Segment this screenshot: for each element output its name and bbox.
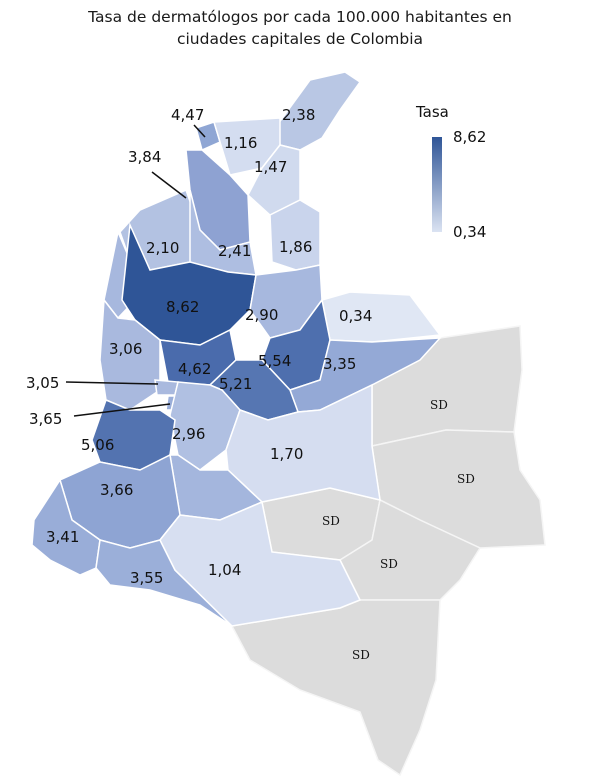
value-label: 2,90 [245, 306, 278, 324]
value-label: 3,05 [26, 374, 59, 392]
legend-min-value: 0,34 [453, 223, 487, 241]
value-label: 5,21 [219, 375, 252, 393]
leader-line-risaralda [65, 381, 159, 385]
no-data-label: SD [322, 514, 340, 528]
value-label: 5,54 [258, 352, 291, 370]
region-antioquia[interactable] [121, 222, 257, 346]
value-label: 3,66 [100, 481, 133, 499]
value-label: 1,70 [270, 445, 303, 463]
value-label: 8,62 [166, 298, 199, 316]
legend-color-bar [432, 137, 442, 232]
legend-title: Tasa [416, 103, 449, 121]
title-line-2: ciudades capitales de Colombia [176, 30, 424, 48]
title-line-1: Tasa de dermatólogos por cada 100.000 ha… [88, 8, 512, 26]
leader-line-bolivar [151, 171, 187, 199]
value-label: 3,06 [109, 340, 142, 358]
value-label: 5,06 [81, 436, 114, 454]
value-label: 3,55 [130, 569, 163, 587]
value-label: 2,38 [282, 106, 315, 124]
region-norte-santander[interactable] [269, 199, 321, 271]
value-label: 2,41 [218, 242, 251, 260]
region-meta[interactable] [225, 383, 381, 503]
map-title: Tasa de dermatólogos por cada 100.000 ha… [0, 6, 600, 50]
value-label: 4,47 [171, 106, 204, 124]
region-risaralda[interactable] [154, 379, 179, 396]
region-sd-amazonas[interactable] [230, 599, 441, 777]
value-label: 4,62 [178, 360, 211, 378]
value-label: 1,47 [254, 158, 287, 176]
legend-max-value: 8,62 [453, 128, 487, 146]
value-label: 2,10 [146, 239, 179, 257]
value-label: 3,65 [29, 410, 62, 428]
no-data-label: SD [380, 557, 398, 571]
value-label: 2,96 [172, 425, 205, 443]
no-data-label: SD [352, 648, 370, 662]
value-label: 0,34 [339, 307, 372, 325]
leader-line-atlantico [193, 124, 206, 138]
region-caqueta[interactable] [159, 500, 362, 627]
no-data-label: SD [457, 472, 475, 486]
value-label: 3,41 [46, 528, 79, 546]
value-label: 1,04 [208, 561, 241, 579]
value-label: 3,35 [323, 355, 356, 373]
value-label: 3,84 [128, 148, 161, 166]
leader-line-quindio [73, 403, 171, 417]
value-label: 1,16 [224, 134, 257, 152]
no-data-label: SD [430, 398, 448, 412]
value-label: 1,86 [279, 238, 312, 256]
